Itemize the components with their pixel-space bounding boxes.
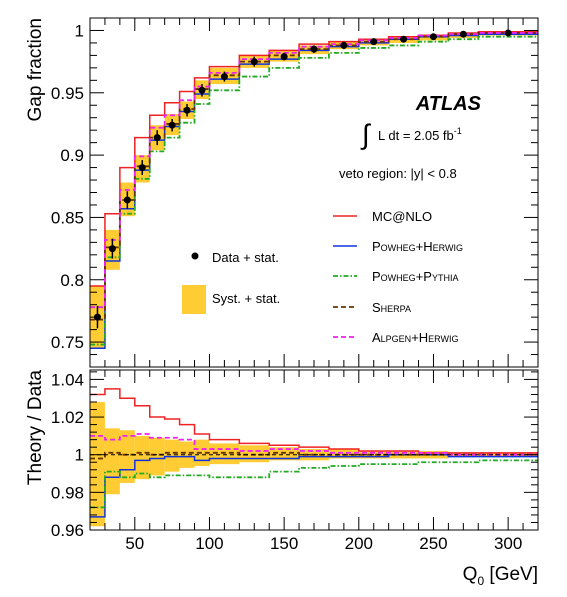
top-y-axis-title: Gap fraction (25, 18, 46, 122)
x-tick-label-3: 200 (345, 534, 373, 553)
legend-label-mcatnlo: MC@NLO (372, 209, 432, 224)
ratio-band-bin-1 (104, 428, 120, 495)
experiment-label: ATLAS (415, 93, 482, 115)
ratio-ytick-label-2: 1 (75, 446, 84, 465)
top-ytick-label-3: 0.9 (60, 146, 84, 165)
legend-band-label: Syst. + stat. (212, 291, 280, 306)
lumi-label: L dt = 2.05 fb-1 (378, 126, 462, 143)
top-ytick-label-5: 1 (75, 21, 84, 40)
x-tick-label-4: 250 (419, 534, 447, 553)
data-point-3 (138, 164, 146, 172)
top-syst-band (90, 31, 538, 349)
data-point-1 (108, 245, 116, 253)
ratio-band-bin-5 (164, 439, 180, 472)
ratio-ytick-label-1: 0.98 (51, 483, 84, 502)
legend-label-powheg-pythia: Powheg+Pythia (372, 269, 458, 284)
legend-label-alpgen-herwig: Alpgen+Herwig (372, 330, 459, 345)
ratio-line-alpgen-herwig (90, 433, 538, 456)
x-tick-label-1: 100 (195, 534, 223, 553)
data-point-12 (340, 41, 348, 49)
data-point-9 (250, 58, 258, 66)
data-point-17 (504, 29, 512, 37)
top-ytick-label-1: 0.8 (60, 271, 84, 290)
ratio-ytick-label-0: 0.96 (51, 521, 84, 540)
ratio-band-bin-4 (149, 437, 165, 476)
x-tick-label-5: 300 (494, 534, 522, 553)
ratio-band-bin-8 (209, 443, 240, 465)
ratio-band-bin-12 (328, 449, 359, 459)
ratio-band-bin-6 (179, 441, 195, 468)
legend-label-powheg-herwig: Powheg+Herwig (372, 239, 463, 254)
data-point-10 (280, 53, 288, 61)
x-axis-title: Q0 [GeV] (463, 564, 538, 588)
ratio-band-bin-9 (239, 445, 270, 463)
data-point-0 (93, 313, 101, 321)
ratio-band-bin-10 (269, 447, 300, 461)
legend-label-sherpa: Sherpa (372, 300, 411, 315)
legend-data-marker (191, 252, 199, 260)
data-point-11 (310, 45, 318, 53)
data-point-14 (400, 35, 408, 43)
ratio-band-bin-3 (134, 435, 150, 480)
ratio-syst-band (90, 402, 538, 527)
legend-data-label: Data + stat. (212, 250, 279, 265)
legend-band-swatch (182, 285, 206, 314)
ratio-band-bin-7 (194, 439, 210, 466)
axes: 0.75 0.8 0.85 0.9 0.95 1 0.96 0.98 1 1.02 1.04 50 10… (51, 17, 539, 553)
top-data-points (93, 29, 512, 329)
top-ytick-label-4: 0.95 (51, 84, 84, 103)
veto-region-label: veto region: |y| < 0.8 (339, 166, 457, 181)
data-point-6 (183, 106, 191, 114)
ratio-band-bin-2 (119, 430, 135, 483)
data-point-13 (370, 38, 378, 46)
top-ytick-label-0: 0.75 (51, 333, 84, 352)
ratio-line-mc-nlo (90, 388, 538, 454)
x-tick-label-0: 50 (125, 534, 144, 553)
x-tick-label-2: 150 (270, 534, 298, 553)
ratio-band-bin-0 (90, 402, 105, 527)
data-point-2 (123, 196, 131, 204)
top-model-curves (90, 30, 538, 350)
ratio-line-powheg-pythia (90, 459, 538, 509)
data-point-8 (220, 73, 228, 81)
top-ytick-label-2: 0.85 (51, 208, 84, 227)
data-point-15 (429, 33, 437, 41)
top-plot-frame (89, 17, 539, 368)
ratio-y-axis-title: Theory / Data (25, 370, 46, 486)
ratio-ytick-label-4: 1.04 (51, 370, 84, 389)
legend: Data + stat. Syst. + stat. MC@NLO Powheg… (182, 209, 463, 345)
top-line-mc-nlo (90, 30, 538, 287)
top-line-sherpa (90, 32, 538, 321)
data-point-4 (153, 134, 161, 142)
top-line-alpgen-herwig (90, 32, 538, 309)
top-line-powheg-pythia (90, 35, 538, 346)
data-point-5 (168, 121, 176, 129)
data-point-16 (459, 30, 467, 38)
top-line-powheg-herwig (90, 33, 538, 350)
ratio-ytick-label-3: 1.02 (51, 408, 84, 427)
data-point-7 (198, 86, 206, 94)
lumi-integral-sign: ∫ (360, 119, 372, 150)
